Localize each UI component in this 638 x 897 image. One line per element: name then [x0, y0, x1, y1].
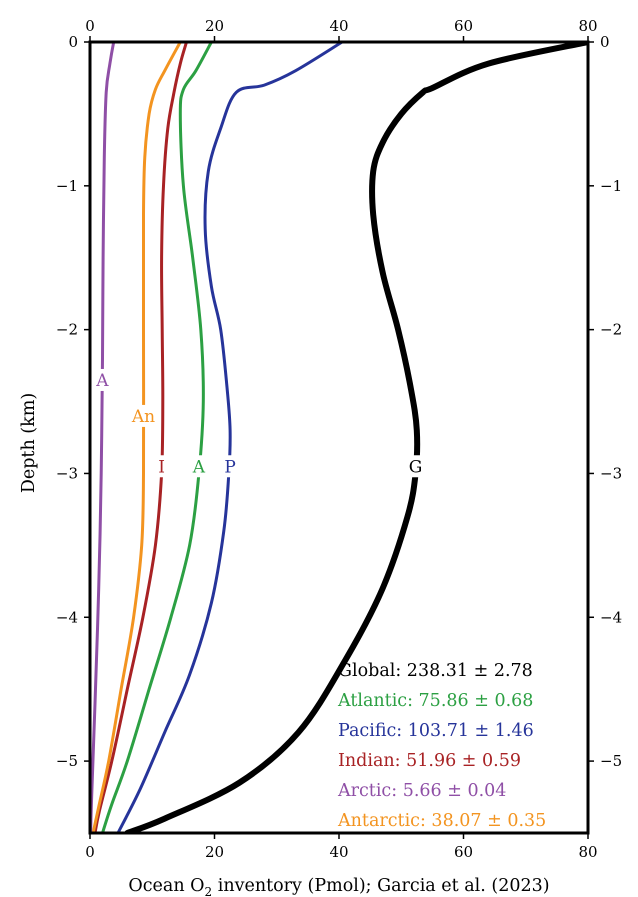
- x-axis-title-subscript: 2: [205, 885, 213, 897]
- y-tick-label-right: −3: [600, 464, 622, 482]
- x-tick-label-top: 60: [454, 17, 473, 35]
- series-label-bg-antarctic: [130, 404, 157, 427]
- series-line-indian: [93, 42, 188, 833]
- y-tick-label-right: −2: [600, 321, 622, 339]
- series-label-antarctic: An: [131, 407, 155, 427]
- x-axis-title-main: Ocean O: [128, 876, 204, 896]
- series-label-bg-atlantic: [190, 455, 207, 478]
- series-label-bg-indian: [153, 455, 170, 478]
- legend-entry: Antarctic: 38.07 ± 0.35: [337, 811, 546, 831]
- y-tick-label-left: −3: [56, 464, 78, 482]
- series-line-atlantic: [101, 42, 213, 833]
- y-tick-label-right: −4: [600, 608, 622, 626]
- x-axis-title-rest: inventory (Pmol); Garcia et al. (2023): [212, 876, 549, 896]
- series-label-indian: I: [158, 457, 165, 477]
- x-tick-label-bottom: 60: [454, 843, 473, 861]
- x-tick-label-top: 20: [205, 17, 224, 35]
- y-tick-label-left: −2: [56, 321, 78, 339]
- x-tick-label-top: 80: [578, 17, 597, 35]
- series-label-atlantic: A: [192, 457, 206, 477]
- y-tick-label-right: −1: [600, 177, 622, 195]
- y-tick-label-left: −5: [56, 752, 78, 770]
- y-tick-label-left: −1: [56, 177, 78, 195]
- y-tick-label-right: 0: [600, 33, 610, 51]
- series-label-pacific: P: [224, 457, 235, 477]
- legend-entry: Atlantic: 75.86 ± 0.68: [337, 691, 533, 711]
- series-label-global: G: [409, 457, 423, 477]
- x-tick-label-top: 0: [85, 17, 95, 35]
- x-tick-label-bottom: 20: [205, 843, 224, 861]
- y-tick-label-left: 0: [68, 33, 78, 51]
- series-label-bg-arctic: [94, 368, 111, 391]
- legend-entry: Global: 238.31 ± 2.78: [338, 661, 533, 681]
- x-tick-label-bottom: 0: [85, 843, 95, 861]
- legend-entry: Pacific: 103.71 ± 1.46: [338, 721, 534, 741]
- y-tick-label-left: −4: [56, 608, 78, 626]
- x-tick-label-bottom: 40: [329, 843, 348, 861]
- series-label-bg-pacific: [222, 455, 239, 478]
- x-axis-title: Ocean O2 inventory (Pmol); Garcia et al.…: [128, 876, 549, 897]
- y-axis-title: Depth (km): [19, 393, 39, 493]
- x-tick-label-bottom: 80: [578, 843, 597, 861]
- x-tick-label-top: 40: [329, 17, 348, 35]
- y-tick-label-right: −5: [600, 752, 622, 770]
- legend: Global: 238.31 ± 2.78 Atlantic: 75.86 ± 0…: [337, 661, 546, 831]
- series-label-bg-global: [407, 455, 424, 478]
- series-line-global: [124, 42, 588, 833]
- series-line-pacific: [116, 42, 344, 833]
- series-line-arctic: [90, 42, 116, 833]
- series-label-arctic: A: [95, 371, 109, 391]
- legend-entry: Arctic: 5.66 ± 0.04: [337, 781, 506, 801]
- legend-entry: Indian: 51.96 ± 0.59: [338, 751, 521, 771]
